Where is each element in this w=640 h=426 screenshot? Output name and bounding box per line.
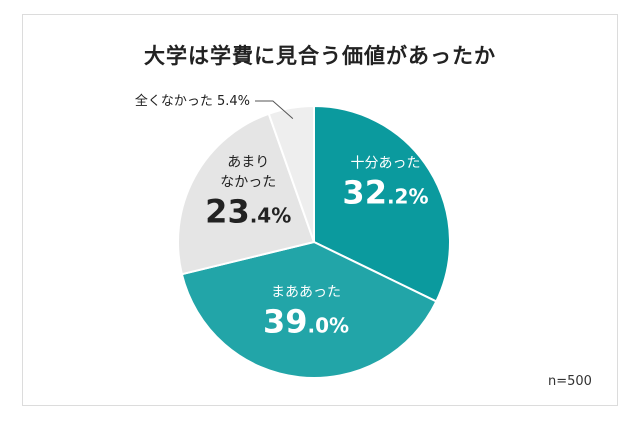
pie-slice-3	[267, 104, 315, 243]
slice-value-1: 39.0%	[263, 302, 349, 340]
leader-line-3	[255, 100, 294, 120]
slice-label-0: 十分あった	[350, 155, 420, 171]
pie-slice-2	[177, 112, 316, 276]
slice-label-group-0: 十分あった 32.2%	[342, 155, 428, 211]
slice-label-group-1: まああった 39.0%	[263, 284, 349, 340]
pie-slice-1	[180, 240, 438, 379]
pie-slice-0	[313, 104, 451, 303]
slice-label-2: なかった	[220, 174, 276, 190]
slice-label-2: あまり	[227, 154, 269, 170]
sample-size-label: n=500	[548, 374, 592, 389]
chart-title: 大学は学費に見合う価値があったか	[144, 44, 496, 68]
slice-value-0: 32.2%	[342, 173, 428, 211]
slice-label-1: まああった	[271, 284, 341, 300]
slice-value-2: 23.4%	[205, 192, 291, 230]
slice-label-3: 全くなかった 5.4%	[135, 93, 250, 109]
